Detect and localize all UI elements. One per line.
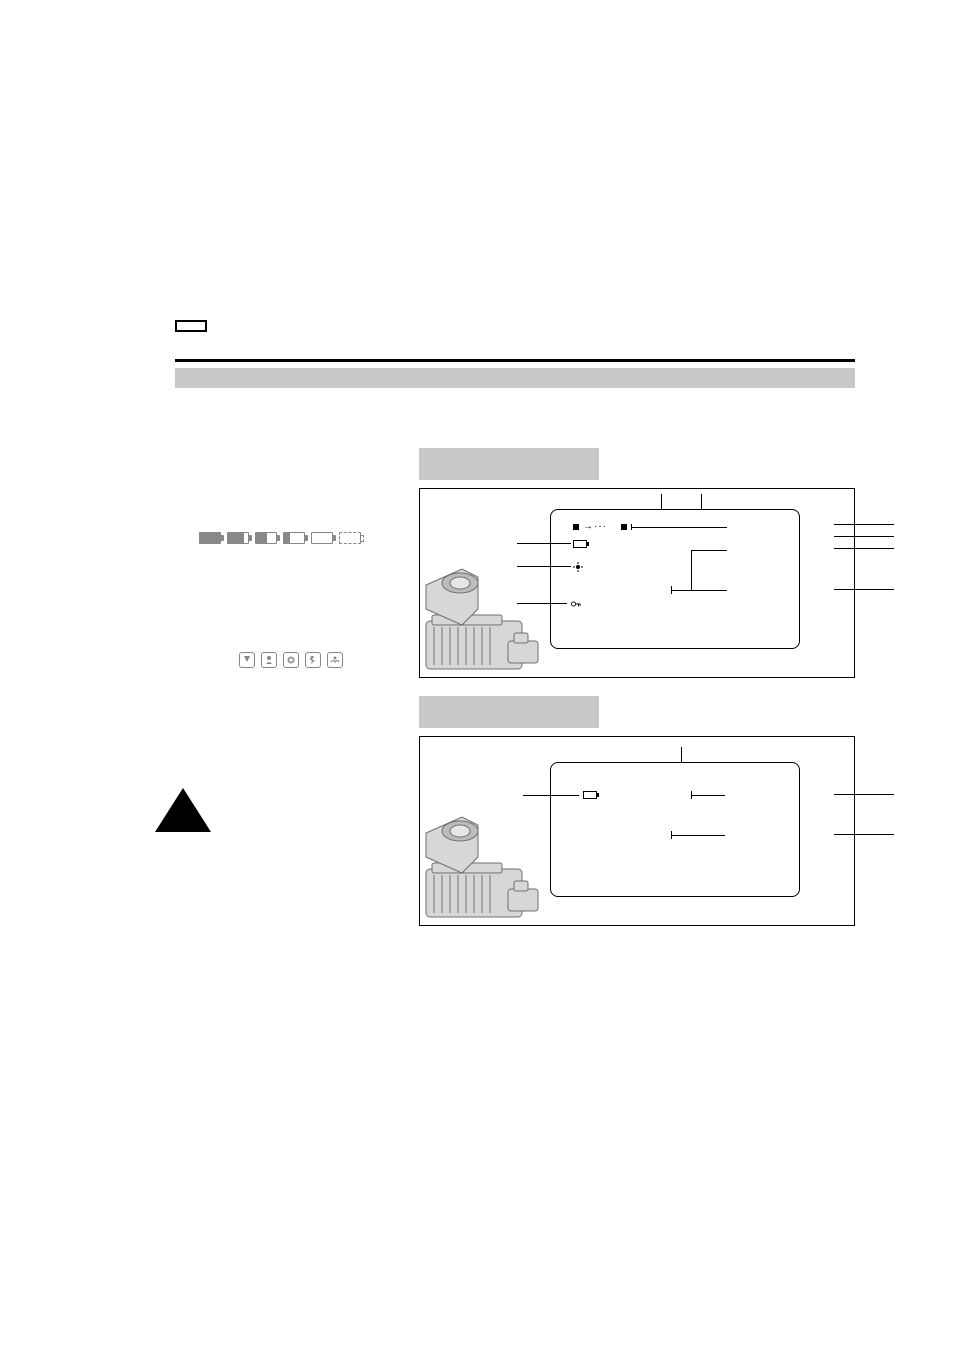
divider-thick [175,359,855,362]
lead-line [834,834,894,835]
surf-icon [327,652,343,668]
battery-small-icon [573,540,587,548]
lead-line [671,835,725,836]
lead-line [834,524,894,525]
lead-line [691,550,692,590]
section-title-bar [175,368,855,388]
lead-line [691,550,727,551]
lead-line [691,795,725,796]
lead-line [834,548,894,549]
spotlight-icon [239,652,255,668]
lead-line [517,543,571,544]
lead-line [691,791,692,799]
lead-line [834,589,894,590]
rec-indicator-icon [573,524,579,530]
battery-icon [199,532,221,544]
backlight-icon [573,562,583,572]
lead-line [681,747,682,763]
lead-line [701,494,702,510]
battery-icon [227,532,249,544]
battery-icon-blinking [339,532,361,544]
lead-line [834,794,894,795]
vcr-mode-label-bar [419,696,599,728]
lead-line [661,494,662,510]
highspeed-icon [305,652,321,668]
lead-line [631,524,632,530]
camera-mode-panel: →··· [419,488,855,678]
arrow-dots-icon: →··· [583,521,607,532]
camcorder-illustration [414,811,554,931]
right-column: →··· [419,448,855,944]
sports-icon [283,652,299,668]
camera-mode-label-bar [419,448,599,480]
battery-icon [283,532,305,544]
battery-icon [311,532,333,544]
lead-line [671,831,672,839]
lead-line [523,795,579,796]
portrait-icon [261,652,277,668]
program-ae-icons [239,652,395,668]
triangle-marker-icon [155,788,211,832]
left-column [175,448,395,944]
content-row: →··· [175,448,855,944]
manual-page: →··· [175,320,855,944]
key-icon [571,600,581,608]
battery-icon [255,532,277,544]
viewfinder-screen [550,762,800,897]
lead-line [671,586,672,594]
lead-line [834,536,894,537]
battery-small-icon [583,791,597,799]
lead-line [671,590,727,591]
vcr-mode-panel [419,736,855,926]
section-box-label [175,320,207,332]
viewfinder-screen: →··· [550,509,800,649]
battery-level-indicators [199,532,395,544]
camcorder-illustration [414,563,554,683]
stop-indicator-icon [621,524,627,530]
lead-line [631,527,727,528]
lead-line [517,566,571,567]
lead-line [517,603,567,604]
